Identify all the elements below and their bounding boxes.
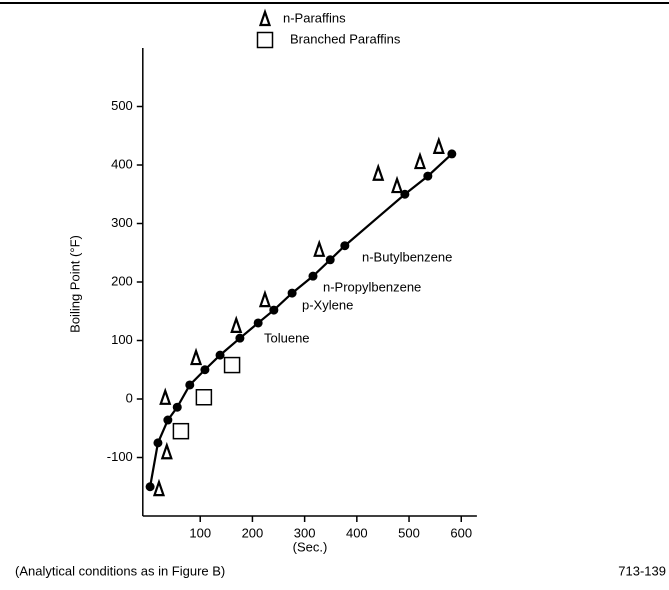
triangle-marker (258, 289, 271, 308)
y-tick-label: 500 (111, 98, 133, 113)
triangle-marker (160, 441, 173, 460)
square-marker (223, 356, 241, 374)
legend-label: n-Paraffins (283, 10, 346, 25)
circle-marker (340, 241, 350, 251)
circle-marker (153, 438, 163, 448)
circle-marker (423, 171, 433, 181)
circle-marker (269, 305, 279, 315)
y-tick-label: 300 (111, 215, 133, 230)
triangle-marker (190, 347, 203, 366)
triangle-marker (390, 175, 404, 194)
circle-marker (287, 288, 297, 298)
circle-marker (145, 482, 155, 492)
circle-marker (308, 271, 318, 281)
circle-marker (172, 402, 182, 412)
square-marker (195, 388, 213, 406)
x-tick-label: 300 (294, 525, 316, 540)
y-tick-label: -100 (107, 449, 133, 464)
circle-marker (253, 318, 263, 328)
triangle-marker (258, 8, 272, 27)
circle-marker (200, 365, 210, 375)
y-tick-label: 100 (111, 332, 133, 347)
annotation: n-Propylbenzene (323, 279, 421, 294)
circle-marker (163, 415, 173, 425)
circle-marker (400, 189, 410, 199)
footnote: (Analytical conditions as in Figure B) (15, 563, 225, 578)
triangle-marker (152, 478, 166, 497)
legend-label: Branched Paraffins (290, 31, 401, 46)
triangle-marker (372, 163, 385, 181)
triangle-marker (432, 136, 445, 154)
triangle-marker (230, 315, 243, 333)
triangle-marker (313, 239, 326, 257)
annotation: n-Butylbenzene (362, 249, 452, 264)
x-tick-label: 400 (346, 525, 368, 540)
x-tick-label: 500 (398, 525, 420, 540)
x-tick-label: 600 (450, 525, 472, 540)
y-tick-label: 0 (126, 390, 133, 405)
x-tick-label: 100 (189, 525, 211, 540)
annotation: Toluene (264, 330, 310, 345)
y-axis-label: Boiling Point (°F) (67, 235, 82, 333)
circle-marker (215, 350, 225, 360)
y-tick-label: 200 (111, 273, 133, 288)
triangle-marker (413, 151, 427, 170)
circle-marker (325, 255, 335, 265)
series-line (149, 153, 453, 487)
square-marker (172, 422, 190, 440)
figure-id: 713-139 (618, 563, 666, 578)
x-axis-label: (Sec.) (293, 539, 328, 554)
y-tick-label: 400 (111, 156, 133, 171)
annotation: p-Xylene (302, 297, 353, 312)
circle-marker (185, 380, 195, 390)
square-marker (256, 31, 274, 49)
circle-marker (447, 149, 457, 159)
triangle-marker (159, 387, 172, 405)
x-tick-label: 200 (242, 525, 264, 540)
circle-marker (235, 333, 245, 343)
